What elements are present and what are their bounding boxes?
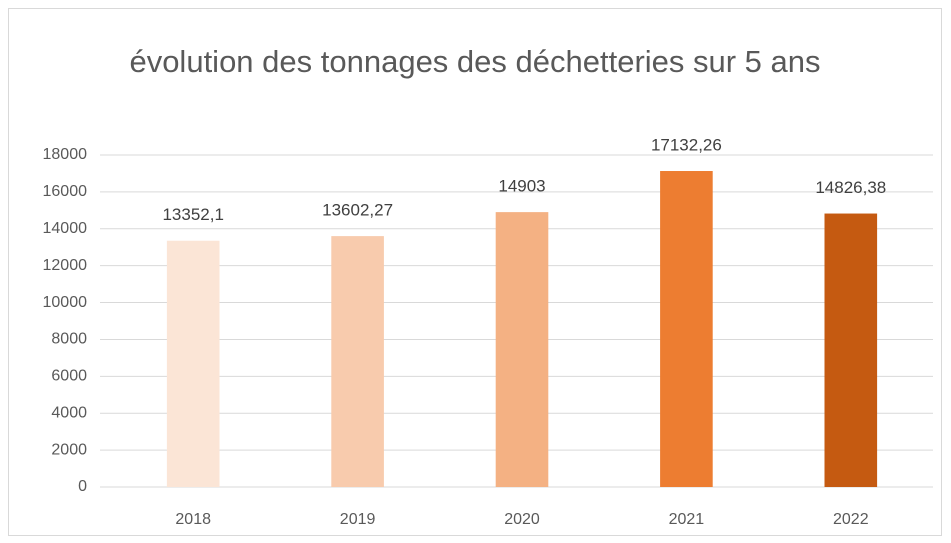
y-tick-label: 16000 xyxy=(43,183,88,200)
x-tick-label: 2018 xyxy=(175,511,211,528)
y-tick-label: 0 xyxy=(78,478,87,495)
x-tick-label: 2021 xyxy=(669,511,705,528)
bar xyxy=(660,171,713,487)
chart-title: évolution des tonnages des déchetteries … xyxy=(129,44,821,79)
data-label: 13352,1 xyxy=(162,205,223,224)
bar xyxy=(331,236,384,487)
y-tick-label: 12000 xyxy=(43,257,88,274)
x-tick-label: 2019 xyxy=(340,511,376,528)
y-tick-label: 14000 xyxy=(43,220,88,237)
bar xyxy=(824,213,878,488)
x-tick-label: 2022 xyxy=(833,511,869,528)
y-tick-label: 6000 xyxy=(51,368,87,385)
bar xyxy=(166,240,220,487)
data-label: 17132,26 xyxy=(651,135,722,154)
data-label: 13602,27 xyxy=(322,201,393,220)
chart-frame xyxy=(8,8,942,536)
x-tick-label: 2020 xyxy=(504,511,540,528)
y-tick-label: 2000 xyxy=(51,441,87,458)
data-label: 14903 xyxy=(498,177,545,196)
y-tick-label: 8000 xyxy=(51,331,87,348)
y-tick-label: 4000 xyxy=(51,404,87,421)
y-tick-label: 10000 xyxy=(43,294,88,311)
y-tick-label: 18000 xyxy=(43,146,88,163)
bar xyxy=(495,212,549,488)
data-label: 14826,38 xyxy=(815,178,886,197)
